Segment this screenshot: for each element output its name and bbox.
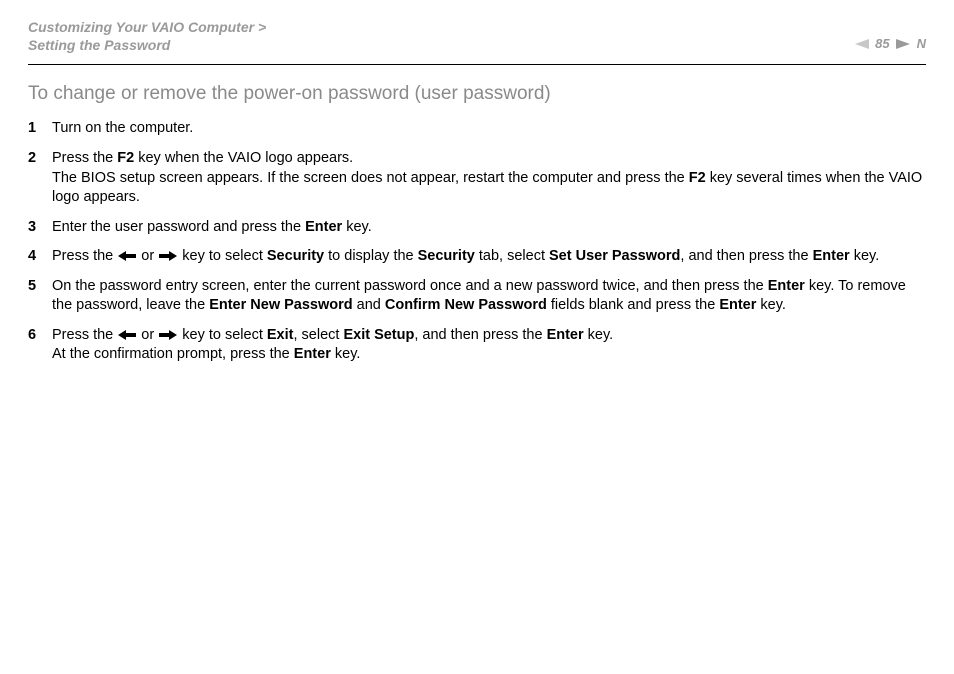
nav-n-label: N bbox=[917, 36, 926, 51]
ui-label: Enter New Password bbox=[209, 297, 352, 313]
step-text: , and then press the bbox=[414, 327, 546, 343]
step-item: Press the F2 key when the VAIO logo appe… bbox=[28, 149, 926, 208]
ui-label: Confirm New Password bbox=[385, 297, 547, 313]
key-label: Enter bbox=[719, 297, 756, 313]
step-text: key to select bbox=[178, 327, 267, 343]
right-arrow-icon bbox=[159, 330, 177, 340]
step-text: or bbox=[137, 248, 158, 264]
ui-label: Security bbox=[267, 248, 324, 264]
page-number: 85 bbox=[875, 36, 889, 51]
step-text: key. bbox=[342, 219, 372, 235]
breadcrumb: Customizing Your VAIO Computer > Setting… bbox=[28, 18, 266, 54]
step-text: Press the bbox=[52, 327, 117, 343]
step-item: On the password entry screen, enter the … bbox=[28, 277, 926, 316]
step-text: to display the bbox=[324, 248, 418, 264]
step-body: Turn on the computer. bbox=[52, 119, 926, 139]
steps-list: Turn on the computer. Press the F2 key w… bbox=[28, 119, 926, 365]
key-label: Enter bbox=[768, 278, 805, 294]
key-label: Enter bbox=[813, 248, 850, 264]
header-divider bbox=[28, 64, 926, 65]
step-item: Turn on the computer. bbox=[28, 119, 926, 139]
step-text: key. bbox=[331, 346, 361, 362]
step-body: Press the F2 key when the VAIO logo appe… bbox=[52, 149, 926, 208]
key-label: F2 bbox=[117, 150, 134, 166]
step-text: On the password entry screen, enter the … bbox=[52, 278, 768, 294]
breadcrumb-line-1: Customizing Your VAIO Computer > bbox=[28, 19, 266, 35]
step-body: Enter the user password and press the En… bbox=[52, 218, 926, 238]
step-item: Press the or key to select Exit, select … bbox=[28, 326, 926, 365]
document-page: Customizing Your VAIO Computer > Setting… bbox=[0, 0, 954, 393]
ui-label: Set User Password bbox=[549, 248, 680, 264]
step-item: Enter the user password and press the En… bbox=[28, 218, 926, 238]
key-label: Enter bbox=[547, 327, 584, 343]
step-body: On the password entry screen, enter the … bbox=[52, 277, 926, 316]
ui-label: Exit Setup bbox=[343, 327, 414, 343]
page-header: Customizing Your VAIO Computer > Setting… bbox=[28, 18, 926, 60]
ui-label: Security bbox=[418, 248, 475, 264]
key-label: Enter bbox=[294, 346, 331, 362]
step-text: key when the VAIO logo appears. bbox=[134, 150, 353, 166]
prev-page-icon[interactable] bbox=[855, 38, 869, 50]
section-title: To change or remove the power-on passwor… bbox=[28, 83, 926, 105]
step-text: key to select bbox=[178, 248, 267, 264]
step-body: Press the or key to select Exit, select … bbox=[52, 326, 926, 365]
ui-label: Exit bbox=[267, 327, 294, 343]
left-arrow-icon bbox=[118, 330, 136, 340]
step-text: key. bbox=[850, 248, 880, 264]
step-text: tab, select bbox=[475, 248, 549, 264]
step-item: Press the or key to select Security to d… bbox=[28, 247, 926, 267]
step-text: Press the bbox=[52, 150, 117, 166]
left-arrow-icon bbox=[118, 251, 136, 261]
step-text: key. bbox=[584, 327, 614, 343]
step-text: Enter the user password and press the bbox=[52, 219, 305, 235]
step-text: key. bbox=[756, 297, 786, 313]
page-navigation: 85 N bbox=[855, 36, 926, 51]
breadcrumb-line-2: Setting the Password bbox=[28, 37, 170, 53]
step-text: Turn on the computer. bbox=[52, 120, 193, 136]
step-text: , and then press the bbox=[680, 248, 812, 264]
step-text: or bbox=[137, 327, 158, 343]
step-body: Press the or key to select Security to d… bbox=[52, 247, 926, 267]
key-label: F2 bbox=[689, 170, 706, 186]
step-text: Press the bbox=[52, 248, 117, 264]
step-text: The BIOS setup screen appears. If the sc… bbox=[52, 170, 689, 186]
step-text: At the confirmation prompt, press the bbox=[52, 346, 294, 362]
key-label: Enter bbox=[305, 219, 342, 235]
right-arrow-icon bbox=[159, 251, 177, 261]
next-page-icon[interactable] bbox=[896, 38, 910, 50]
step-text: fields blank and press the bbox=[547, 297, 720, 313]
step-text: and bbox=[353, 297, 385, 313]
step-text: , select bbox=[293, 327, 343, 343]
